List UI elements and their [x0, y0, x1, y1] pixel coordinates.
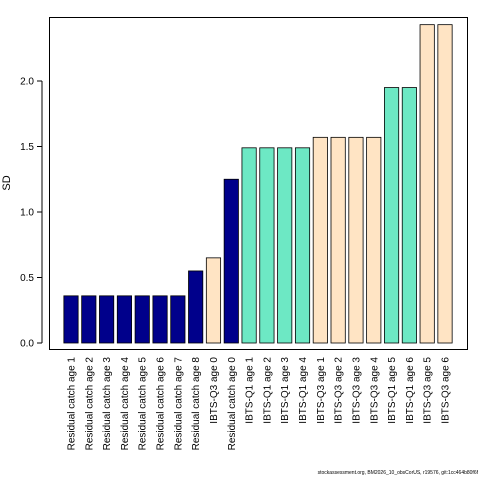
x-tick-label: IBTS-Q3 age 5 [423, 357, 434, 424]
x-tick-label: Residual catch age 8 [191, 357, 202, 451]
x-tick-label: IBTS-Q1 age 5 [387, 357, 398, 424]
x-tick-label: Residual catch age 6 [156, 357, 167, 451]
y-tick-label: 1.0 [20, 208, 34, 219]
bar [384, 87, 400, 344]
bar [205, 257, 222, 344]
x-tick-label: IBTS-Q1 age 6 [405, 357, 416, 424]
x-tick-label: Residual catch age 5 [138, 357, 149, 451]
bar [294, 147, 311, 344]
bar [63, 295, 79, 344]
x-tick-label: IBTS-Q1 age 4 [298, 357, 309, 424]
bar [116, 295, 132, 344]
x-tick-label: Residual catch age 3 [102, 357, 113, 451]
x-tick-label: IBTS-Q3 age 3 [351, 357, 362, 424]
bar [188, 270, 204, 344]
y-axis-label: SD [1, 175, 13, 190]
bars [63, 24, 453, 344]
x-tick-label: Residual catch age 2 [84, 357, 95, 451]
x-tick-label: Residual catch age 0 [227, 357, 238, 451]
bar [259, 147, 275, 344]
x-tick-label: Residual catch age 4 [120, 357, 131, 451]
y-tick-label: 2.0 [20, 77, 34, 88]
x-tick-label: IBTS-Q1 age 1 [245, 357, 256, 424]
bar [81, 295, 97, 344]
plot-frame [49, 17, 468, 350]
bar [366, 136, 382, 344]
x-tick-label: IBTS-Q3 age 6 [441, 357, 452, 424]
y-tick-label: 0.0 [20, 339, 34, 350]
y-axis: 0.0 0.5 1.0 1.5 2.0 [20, 77, 43, 350]
bar [241, 147, 257, 344]
bar [401, 87, 417, 344]
bar [437, 24, 453, 344]
x-tick-labels: Residual catch age 1 Residual catch age 2… [67, 357, 452, 451]
bar [134, 295, 150, 344]
bar [99, 295, 115, 344]
x-tick-label: IBTS-Q3 age 0 [209, 357, 220, 424]
bar [223, 178, 239, 344]
bar [170, 295, 186, 344]
x-tick-label: Residual catch age 7 [173, 357, 184, 451]
x-tick-label: IBTS-Q3 age 1 [316, 357, 327, 424]
x-tick-label: IBTS-Q3 age 4 [369, 357, 380, 424]
x-tick-label: IBTS-Q3 age 2 [334, 357, 345, 424]
y-tick-label: 0.5 [20, 273, 34, 284]
footer-source-text: stockassessment.org, BM2026_10_obsCorUS,… [317, 470, 478, 476]
bar [330, 136, 346, 344]
bar [152, 295, 168, 344]
bar [312, 136, 328, 344]
bar [277, 147, 293, 344]
bar [348, 136, 364, 344]
x-tick-label: IBTS-Q1 age 3 [280, 357, 291, 424]
x-tick-label: Residual catch age 1 [67, 357, 78, 451]
bar [419, 24, 435, 344]
y-tick-label: 1.5 [20, 142, 34, 153]
x-tick-label: IBTS-Q1 age 2 [262, 357, 273, 424]
